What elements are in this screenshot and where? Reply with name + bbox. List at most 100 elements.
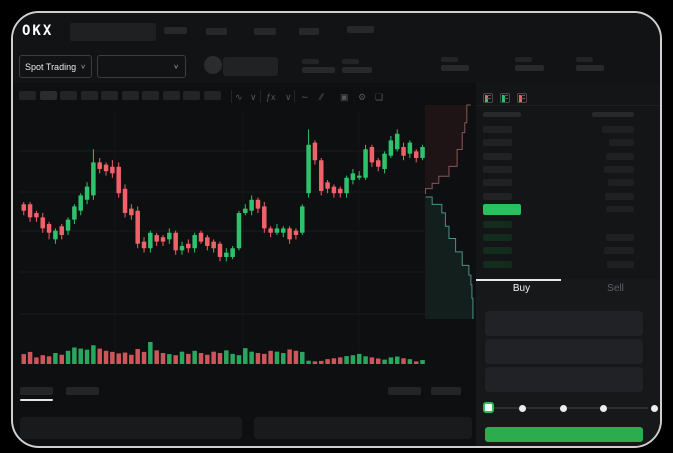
bid-row-price[interactable] (483, 234, 512, 241)
bids-only-view-icon-glyph (502, 95, 505, 102)
settings-icon[interactable]: ⚙ (358, 92, 367, 102)
chevron-down-icon: ∨ (173, 62, 179, 71)
indicator-icon[interactable]: ∼ (301, 92, 309, 102)
timeframe-button-placeholder[interactable] (142, 91, 159, 100)
stat-value-placeholder (302, 67, 335, 73)
ask-row-price[interactable] (483, 193, 512, 200)
bottom-tab[interactable] (66, 387, 99, 395)
timeframe-button-placeholder[interactable] (60, 91, 77, 100)
depth-chart (425, 104, 474, 319)
search-input[interactable] (70, 23, 156, 41)
stat-value-placeholder (342, 67, 372, 73)
bottom-action-placeholder[interactable] (431, 387, 461, 395)
pair-dropdown[interactable]: ∨ (97, 55, 186, 78)
stat-label-placeholder (342, 59, 359, 64)
divider (476, 105, 660, 106)
order-book-panel: Buy Sell (476, 83, 660, 446)
stat-value-placeholder (576, 65, 604, 71)
nav-item-placeholder[interactable] (347, 26, 374, 33)
tab-sell[interactable]: Sell (607, 283, 624, 294)
chevron-down-icon[interactable]: ∨ (250, 92, 257, 102)
bid-row-price[interactable] (483, 247, 512, 254)
timeframe-button-placeholder[interactable] (183, 91, 200, 100)
timeframe-button-placeholder[interactable] (162, 91, 180, 100)
amount-input[interactable] (485, 339, 643, 364)
slider-stop-dot[interactable] (599, 404, 607, 412)
ask-row-price[interactable] (483, 139, 512, 146)
orders-table-placeholder (254, 417, 472, 439)
app-window: OKX Spot Trading ∨ ∨ ∿ ∨ ƒx ∨ ∼ ⁄⁄ ▣ ⚙ ❏ Buy Sel… (11, 11, 662, 448)
line-style-icon[interactable]: ∿ (235, 92, 243, 102)
ask-row-amount (605, 193, 634, 200)
chevron-down-icon[interactable]: ∨ (285, 92, 292, 102)
slider-stop-dot[interactable] (650, 404, 658, 412)
price-row-amount (606, 206, 634, 212)
book-lines-glyph (521, 95, 525, 101)
book-header-placeholder (483, 112, 521, 117)
nav-item-placeholder[interactable] (206, 28, 227, 35)
stat-label-placeholder (515, 57, 532, 62)
timeframe-button-placeholder[interactable] (80, 91, 98, 100)
divider (294, 90, 295, 103)
bid-row-amount (606, 234, 634, 241)
book-lines-glyph (487, 95, 491, 101)
buy-submit-button[interactable] (485, 427, 643, 442)
book-header-placeholder (592, 112, 634, 117)
ask-row-amount (608, 179, 634, 186)
nav-item-placeholder[interactable] (299, 28, 319, 35)
last-price-bar[interactable] (483, 204, 521, 215)
bottom-tab-active[interactable] (20, 387, 53, 395)
timeframe-button-placeholder[interactable] (203, 91, 221, 100)
amount-slider-track[interactable] (488, 407, 648, 409)
ask-row-price[interactable] (483, 166, 512, 173)
bottom-action-placeholder[interactable] (388, 387, 421, 395)
stat-label-placeholder (441, 57, 458, 62)
divider (260, 90, 261, 103)
bid-row-amount (607, 261, 634, 268)
chevron-down-icon: ∨ (80, 62, 86, 71)
ask-row-amount (606, 153, 634, 160)
stat-value-placeholder (441, 65, 469, 71)
bid-row-price[interactable] (483, 221, 512, 228)
bid-row-amount (604, 247, 634, 254)
stat-value-placeholder (515, 65, 544, 71)
ask-row-price[interactable] (483, 179, 512, 186)
asks-only-view-icon[interactable] (517, 93, 527, 103)
okx-logo: OKX (22, 23, 54, 39)
bid-row-price[interactable] (483, 261, 512, 268)
nav-item-placeholder[interactable] (164, 27, 187, 34)
slider-stop-dot[interactable] (518, 404, 526, 412)
ask-row-price[interactable] (483, 126, 512, 133)
market-type-dropdown[interactable]: Spot Trading ∨ (19, 55, 92, 78)
timeframe-button-placeholder[interactable] (19, 91, 36, 100)
camera-icon[interactable]: ▣ (340, 92, 349, 102)
stat-label-placeholder (302, 59, 319, 64)
bottom-tab-indicator (20, 399, 53, 401)
stat-label-placeholder (576, 57, 593, 62)
slider-stop-dot[interactable] (559, 404, 567, 412)
tab-buy[interactable]: Buy (512, 283, 531, 294)
timeframe-button-placeholder[interactable] (101, 91, 118, 100)
combined-book-view-icon-glyph (485, 95, 488, 102)
compare-icon[interactable]: ⁄⁄ (320, 92, 324, 102)
ask-row-price[interactable] (483, 153, 512, 160)
function-icon[interactable]: ƒx (266, 92, 276, 102)
timeframe-button-placeholder[interactable] (39, 91, 57, 100)
total-input[interactable] (485, 367, 643, 392)
ask-row-amount (602, 126, 634, 133)
buy-tab-indicator (476, 279, 561, 281)
orders-table-placeholder (20, 417, 242, 439)
timeframe-button-placeholder[interactable] (121, 91, 139, 100)
divider (231, 90, 232, 103)
slider-handle[interactable] (483, 402, 494, 413)
price-input[interactable] (485, 311, 643, 336)
pair-name-placeholder (223, 57, 278, 76)
bids-only-view-icon[interactable] (500, 93, 510, 103)
combined-book-view-icon[interactable] (483, 93, 493, 103)
asks-only-view-icon-glyph (519, 95, 522, 102)
book-lines-glyph (504, 95, 508, 101)
fullscreen-icon[interactable]: ❏ (375, 92, 384, 102)
candlestick-chart[interactable] (19, 111, 425, 371)
ask-row-amount (609, 139, 634, 146)
nav-item-placeholder[interactable] (254, 28, 276, 35)
